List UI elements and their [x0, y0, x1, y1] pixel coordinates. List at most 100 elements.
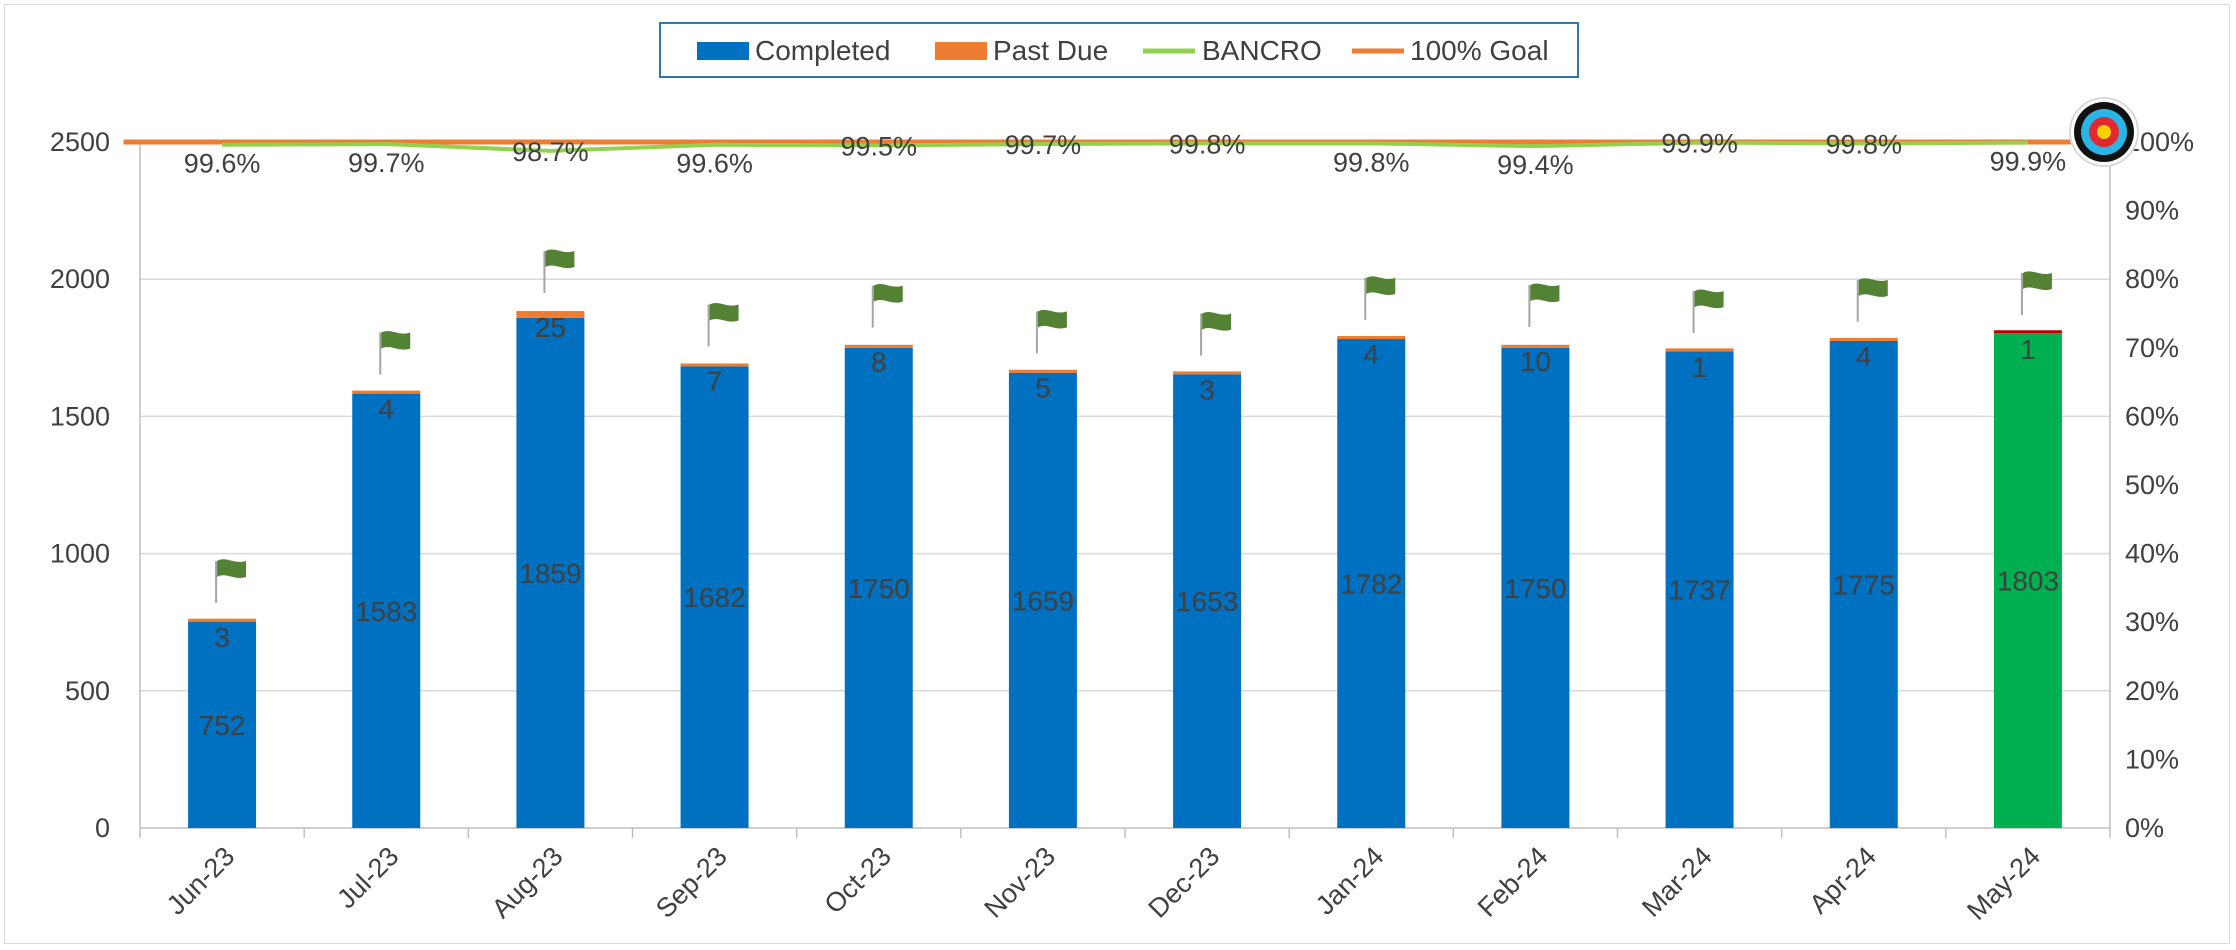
bar-completed	[1501, 347, 1570, 828]
legend-swatch	[697, 42, 749, 60]
past-due-value-label: 3	[1199, 375, 1215, 406]
bar-completed	[680, 366, 749, 828]
flag-cloth	[873, 284, 903, 303]
target-icon	[2069, 97, 2139, 167]
past-due-value-label: 10	[1520, 346, 1551, 377]
bar-past-due	[188, 618, 257, 622]
bar-completed	[1337, 339, 1406, 828]
legend-box	[659, 22, 1579, 78]
flag-icon	[871, 284, 903, 328]
x-tick-label: Jun-23	[161, 841, 241, 921]
bancro-pct-label: 99.6%	[676, 149, 753, 179]
x-tick-label: Feb-24	[1472, 841, 1554, 923]
y-right-tick-label: 30%	[2125, 607, 2179, 637]
bar-completed	[1008, 372, 1077, 828]
y-right-tick-label: 80%	[2125, 264, 2179, 294]
bar-past-due	[1665, 348, 1734, 352]
bar-past-due	[352, 390, 421, 394]
bar-past-due	[1173, 371, 1242, 375]
bancro-pct-label: 99.8%	[1333, 147, 1410, 177]
x-tick-label: May-24	[1961, 841, 2046, 926]
bar-value-label: 1803	[1997, 566, 2059, 597]
flag-icon	[1035, 309, 1067, 354]
flag-cloth	[1530, 283, 1560, 303]
x-tick-label: Dec-23	[1143, 841, 1226, 924]
y-right-tick-label: 70%	[2125, 333, 2179, 363]
y-left-tick-label: 1000	[50, 539, 110, 569]
past-due-value-label: 8	[871, 347, 887, 378]
bancro-pct-label: 99.9%	[1661, 129, 1738, 159]
bar-completed	[188, 621, 257, 828]
y-left-tick-label: 1500	[50, 401, 110, 431]
bar-value-label: 1653	[1176, 586, 1238, 617]
x-tick-label: Mar-24	[1636, 841, 1718, 923]
bar-value-label: 1750	[1504, 573, 1566, 604]
bar-completed	[352, 393, 421, 828]
bar-value-label: 1737	[1668, 575, 1730, 606]
bar-value-label: 1583	[355, 596, 417, 627]
flag-cloth	[2022, 271, 2052, 291]
x-tick-label: Oct-23	[818, 841, 897, 920]
bar-past-due	[1501, 344, 1570, 348]
bar-value-label: 752	[199, 710, 246, 741]
y-right-tick-label: 90%	[2125, 196, 2179, 226]
y-right-tick-label: 10%	[2125, 744, 2179, 774]
legend-swatch	[935, 42, 987, 60]
bar-past-due	[1829, 337, 1898, 341]
bar-completed	[844, 347, 913, 828]
bar-completed	[1993, 333, 2062, 828]
bar-past-due	[1993, 330, 2062, 334]
flag-icon	[1856, 278, 1888, 322]
bancro-pct-label: 99.6%	[184, 149, 261, 179]
y-left-tick-label: 2000	[50, 264, 110, 294]
x-tick-label: Nov-23	[978, 841, 1061, 924]
flag-icon	[543, 249, 575, 294]
bar-value-label: 1659	[1012, 585, 1074, 616]
x-tick-label: Sep-23	[650, 841, 733, 924]
past-due-value-label: 4	[1856, 341, 1872, 372]
bar-value-label: 1750	[848, 573, 910, 604]
bancro-pct-label: 99.7%	[348, 148, 425, 178]
bancro-pct-label: 99.5%	[840, 131, 917, 161]
x-tick-label: Aug-23	[486, 841, 569, 924]
past-due-value-label: 25	[535, 312, 566, 343]
bar-past-due	[844, 344, 913, 348]
y-left-tick-label: 2500	[50, 127, 110, 157]
y-right-tick-label: 40%	[2125, 539, 2179, 569]
legend-label: 100% Goal	[1410, 35, 1549, 66]
bancro-pct-label: 99.4%	[1497, 150, 1574, 180]
legend-label: Completed	[755, 35, 890, 66]
flag-cloth	[545, 249, 575, 269]
flag-icon	[707, 302, 739, 347]
bar-value-label: 1782	[1340, 569, 1402, 600]
bar-value-label: 1775	[1833, 569, 1895, 600]
bar-completed	[1173, 374, 1242, 828]
flag-cloth	[1202, 312, 1232, 331]
past-due-value-label: 1	[1692, 352, 1708, 383]
bar-past-due	[516, 311, 585, 318]
flag-cloth	[381, 330, 411, 350]
bancro-pct-label: 99.7%	[1005, 130, 1082, 160]
flag-cloth	[709, 302, 739, 322]
flag-cloth	[1366, 276, 1396, 295]
flag-icon	[2020, 271, 2052, 315]
x-tick-label: Jan-24	[1310, 841, 1390, 921]
chart-frame	[4, 4, 2230, 944]
bancro-pct-label: 98.7%	[512, 137, 589, 167]
bancro-pct-label: 99.8%	[1169, 129, 1246, 159]
past-due-value-label: 4	[1363, 339, 1379, 370]
past-due-value-label: 4	[378, 394, 394, 425]
target-bullseye	[2097, 125, 2111, 139]
x-tick-label: Jul-23	[331, 841, 404, 914]
flag-cloth	[1694, 289, 1724, 309]
bancro-pct-label: 99.8%	[1825, 129, 1902, 159]
flag-cloth	[1037, 309, 1067, 329]
bar-value-label: 1682	[683, 582, 745, 613]
y-right-tick-label: 20%	[2125, 676, 2179, 706]
flag-cloth	[1858, 278, 1888, 297]
flag-icon	[379, 330, 411, 375]
flag-icon	[1200, 312, 1232, 356]
flag-cloth	[217, 559, 247, 578]
legend-label: Past Due	[993, 35, 1108, 66]
